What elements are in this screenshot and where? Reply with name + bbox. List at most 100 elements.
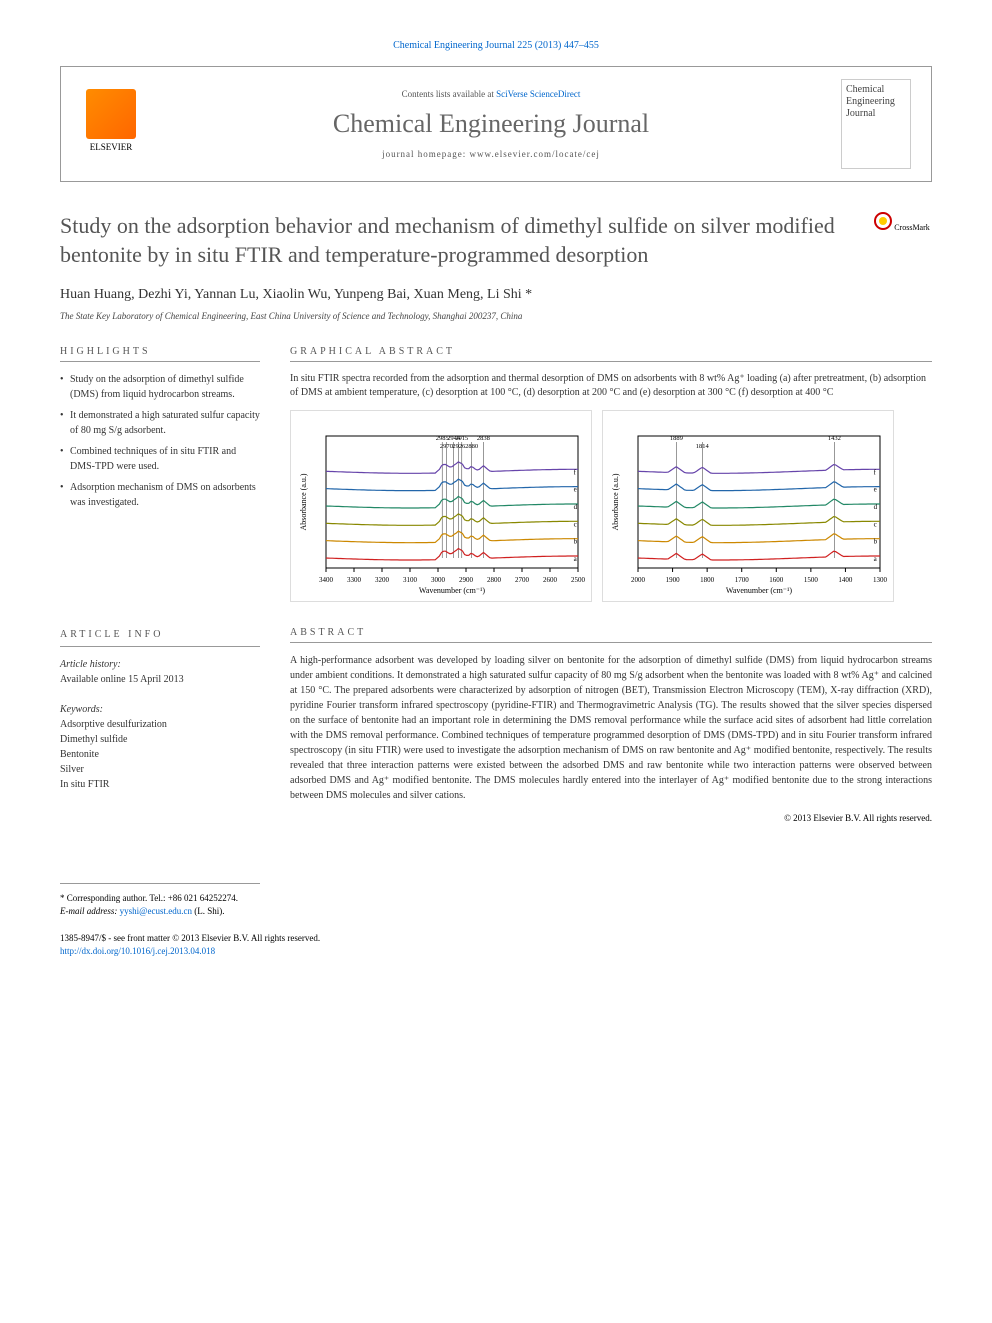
- svg-text:3400: 3400: [319, 576, 334, 584]
- svg-text:b: b: [874, 538, 878, 546]
- svg-text:c: c: [874, 521, 877, 529]
- highlight-item: Adsorption mechanism of DMS on adsorbent…: [60, 480, 260, 510]
- issn-line: 1385-8947/$ - see front matter © 2013 El…: [60, 932, 932, 945]
- email-line: E-mail address: yyshi@ecust.edu.cn (L. S…: [60, 905, 932, 918]
- ftir-chart-left: 3400 3300 3200 3100 3000 2900 2800 2700 2600 2500…: [290, 410, 592, 602]
- keywords-label: Keywords:: [60, 702, 260, 717]
- svg-text:2000: 2000: [631, 576, 646, 584]
- keyword: Silver: [60, 762, 260, 777]
- homepage-line: journal homepage: www.elsevier.com/locat…: [141, 149, 841, 159]
- crossmark-icon: [874, 212, 892, 230]
- journal-cover-thumbnail: Chemical Engineering Journal: [841, 79, 911, 169]
- highlights-graphical-row: HIGHLIGHTS Study on the adsorption of di…: [60, 346, 932, 627]
- journal-header-box: ELSEVIER Contents lists available at Sci…: [60, 66, 932, 182]
- svg-text:c: c: [574, 521, 577, 529]
- svg-text:1500: 1500: [804, 576, 819, 584]
- svg-text:1814: 1814: [696, 443, 710, 450]
- article-history-value: Available online 15 April 2013: [60, 672, 260, 687]
- svg-text:Wavenumber (cm⁻¹): Wavenumber (cm⁻¹): [726, 586, 793, 595]
- doi-block: 1385-8947/$ - see front matter © 2013 El…: [60, 932, 932, 957]
- author-list: Huan Huang, Dezhi Yi, Yannan Lu, Xiaolin…: [60, 287, 932, 303]
- graphical-abstract-column: GRAPHICAL ABSTRACT In situ FTIR spectra …: [290, 346, 932, 627]
- svg-text:2838: 2838: [477, 435, 490, 442]
- citation-header: Chemical Engineering Journal 225 (2013) …: [60, 40, 932, 51]
- ftir-chart-right: 2000 1900 1800 1700 1600 1500 1400 1300 Wavenumb…: [602, 410, 894, 602]
- svg-text:2800: 2800: [487, 576, 502, 584]
- homepage-url: www.elsevier.com/locate/cej: [470, 149, 600, 159]
- doi-link[interactable]: http://dx.doi.org/10.1016/j.cej.2013.04.…: [60, 946, 215, 956]
- contents-prefix: Contents lists available at: [402, 89, 496, 99]
- graphical-abstract-heading: GRAPHICAL ABSTRACT: [290, 346, 932, 362]
- keyword: Dimethyl sulfide: [60, 732, 260, 747]
- corresponding-email-link[interactable]: yyshi@ecust.edu.cn: [120, 906, 192, 916]
- svg-text:1700: 1700: [735, 576, 750, 584]
- email-suffix: (L. Shi).: [194, 906, 224, 916]
- svg-text:b: b: [574, 538, 578, 546]
- ftir-charts-container: 3400 3300 3200 3100 3000 2900 2800 2700 2600 2500…: [290, 410, 932, 602]
- abstract-column: ABSTRACT A high-performance adsorbent wa…: [290, 627, 932, 823]
- svg-text:e: e: [874, 486, 877, 494]
- keyword: In situ FTIR: [60, 777, 260, 792]
- graphical-abstract-caption: In situ FTIR spectra recorded from the a…: [290, 372, 932, 400]
- svg-text:Wavenumber (cm⁻¹): Wavenumber (cm⁻¹): [419, 586, 486, 595]
- svg-text:1300: 1300: [873, 576, 888, 584]
- svg-text:1432: 1432: [828, 435, 841, 442]
- abstract-text: A high-performance adsorbent was develop…: [290, 653, 932, 803]
- article-info-column: ARTICLE INFO Article history: Available …: [60, 627, 260, 823]
- elsevier-logo: ELSEVIER: [81, 89, 141, 159]
- svg-text:2926: 2926: [452, 443, 466, 450]
- elsevier-tree-icon: [86, 89, 136, 139]
- svg-text:Absorbance (a.u.): Absorbance (a.u.): [299, 473, 308, 530]
- contents-line: Contents lists available at SciVerse Sci…: [141, 89, 841, 99]
- ftir-chart-left-svg: 3400 3300 3200 3100 3000 2900 2800 2700 2600 2500…: [296, 416, 586, 596]
- svg-text:2880: 2880: [465, 443, 478, 450]
- sciencedirect-link[interactable]: SciVerse ScienceDirect: [496, 89, 580, 99]
- footer-rule: [60, 883, 260, 884]
- email-label: E-mail address:: [60, 906, 120, 916]
- svg-text:d: d: [874, 503, 878, 511]
- abstract-heading: ABSTRACT: [290, 627, 932, 643]
- keywords-block: Keywords: Adsorptive desulfurization Dim…: [60, 702, 260, 792]
- highlight-item: Combined techniques of in situ FTIR and …: [60, 444, 260, 474]
- crossmark-label: CrossMark: [894, 223, 930, 232]
- corresponding-author: * Corresponding author. Tel.: +86 021 64…: [60, 892, 932, 905]
- highlights-list: Study on the adsorption of dimethyl sulf…: [60, 372, 260, 510]
- article-info-heading: ARTICLE INFO: [60, 627, 260, 647]
- svg-text:3200: 3200: [375, 576, 390, 584]
- svg-text:2900: 2900: [459, 576, 474, 584]
- journal-name: Chemical Engineering Journal: [141, 109, 841, 139]
- keyword: Bentonite: [60, 747, 260, 762]
- svg-text:1889: 1889: [670, 435, 683, 442]
- svg-text:e: e: [574, 486, 577, 494]
- affiliation: The State Key Laboratory of Chemical Eng…: [60, 311, 932, 321]
- publisher-name: ELSEVIER: [90, 142, 133, 152]
- svg-text:3000: 3000: [431, 576, 446, 584]
- svg-text:2915: 2915: [455, 435, 468, 442]
- homepage-prefix: journal homepage:: [382, 149, 469, 159]
- ftir-chart-right-svg: 2000 1900 1800 1700 1600 1500 1400 1300 Wavenumb…: [608, 416, 888, 596]
- crossmark-badge[interactable]: CrossMark: [872, 212, 932, 232]
- svg-text:1600: 1600: [769, 576, 784, 584]
- keyword: Adsorptive desulfurization: [60, 717, 260, 732]
- highlights-column: HIGHLIGHTS Study on the adsorption of di…: [60, 346, 260, 627]
- svg-text:3300: 3300: [347, 576, 362, 584]
- highlight-item: Study on the adsorption of dimethyl sulf…: [60, 372, 260, 402]
- highlight-item: It demonstrated a high saturated sulfur …: [60, 408, 260, 438]
- highlights-heading: HIGHLIGHTS: [60, 346, 260, 362]
- correspondence-block: * Corresponding author. Tel.: +86 021 64…: [60, 892, 932, 917]
- article-history-label: Article history:: [60, 657, 260, 672]
- header-center: Contents lists available at SciVerse Sci…: [141, 89, 841, 159]
- info-abstract-row: ARTICLE INFO Article history: Available …: [60, 627, 932, 823]
- svg-text:3100: 3100: [403, 576, 418, 584]
- svg-text:2500: 2500: [571, 576, 586, 584]
- svg-text:d: d: [574, 503, 578, 511]
- svg-text:2970: 2970: [440, 443, 453, 450]
- svg-text:2600: 2600: [543, 576, 558, 584]
- svg-text:2700: 2700: [515, 576, 530, 584]
- abstract-copyright: © 2013 Elsevier B.V. All rights reserved…: [290, 813, 932, 823]
- article-title: Study on the adsorption behavior and mec…: [60, 212, 932, 269]
- svg-text:1800: 1800: [700, 576, 715, 584]
- svg-text:Absorbance (a.u.): Absorbance (a.u.): [611, 473, 620, 530]
- svg-text:1400: 1400: [838, 576, 853, 584]
- svg-text:1900: 1900: [666, 576, 681, 584]
